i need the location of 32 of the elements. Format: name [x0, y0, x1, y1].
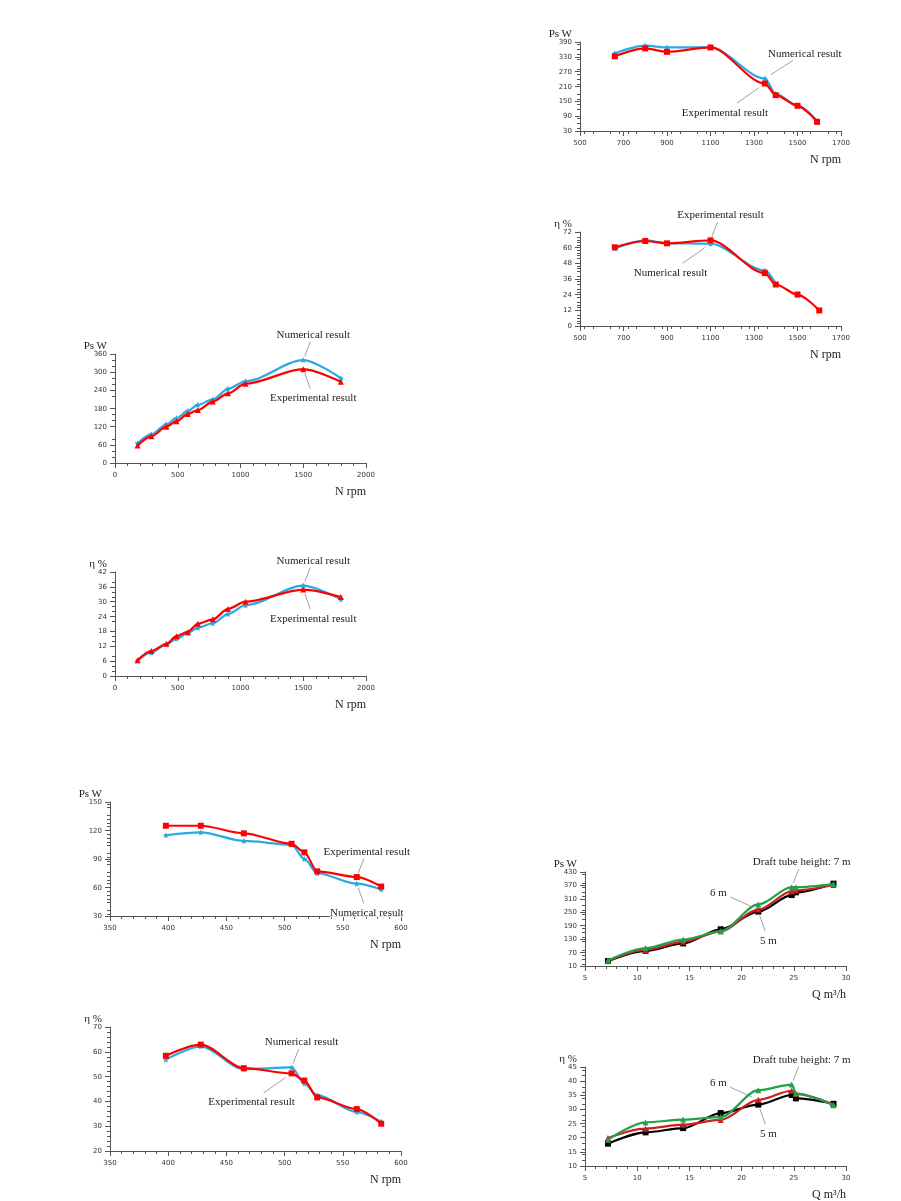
- annotation: Draft tube height: 7 m: [752, 855, 852, 868]
- annotation: 5 m: [759, 933, 778, 946]
- annotation: 6 m: [709, 885, 728, 898]
- annotation: Experimental result: [270, 391, 357, 404]
- x-axis-title: N rpm: [810, 152, 842, 166]
- y-axis-title: η %: [554, 217, 572, 230]
- annotation: Numerical result: [329, 905, 404, 918]
- annotation: Numerical result: [276, 553, 351, 566]
- annotation: Numerical result: [276, 328, 351, 341]
- annotation: Experimental result: [323, 845, 410, 858]
- annotation: 6 m: [709, 1075, 728, 1088]
- annotation: Experimental result: [681, 105, 769, 118]
- annotation: Numerical result: [264, 1035, 339, 1048]
- x-axis-title: N rpm: [335, 484, 367, 498]
- x-axis-title: N rpm: [370, 937, 402, 951]
- annotation: Experimental result: [270, 611, 357, 624]
- annotation: Numerical result: [768, 46, 842, 59]
- annotation: Experimental result: [208, 1095, 295, 1108]
- y-axis-title: η %: [84, 1012, 102, 1025]
- x-axis-title: N rpm: [335, 697, 367, 711]
- x-axis-title: N rpm: [370, 1172, 402, 1186]
- x-axis-title: N rpm: [810, 347, 842, 361]
- y-axis-title: Ps W: [78, 787, 103, 800]
- annotation: Experimental result: [677, 208, 764, 221]
- x-axis-title: Q m³/h: [812, 987, 846, 1001]
- y-axis-title: η %: [89, 557, 107, 570]
- y-axis-title: η %: [559, 1052, 577, 1065]
- y-axis-title: Ps W: [553, 857, 578, 870]
- annotation: Draft tube height: 7 m: [752, 1052, 852, 1065]
- x-axis-title: Q m³/h: [812, 1187, 846, 1201]
- annotation: 5 m: [759, 1126, 778, 1139]
- annotation: Numerical result: [633, 265, 708, 278]
